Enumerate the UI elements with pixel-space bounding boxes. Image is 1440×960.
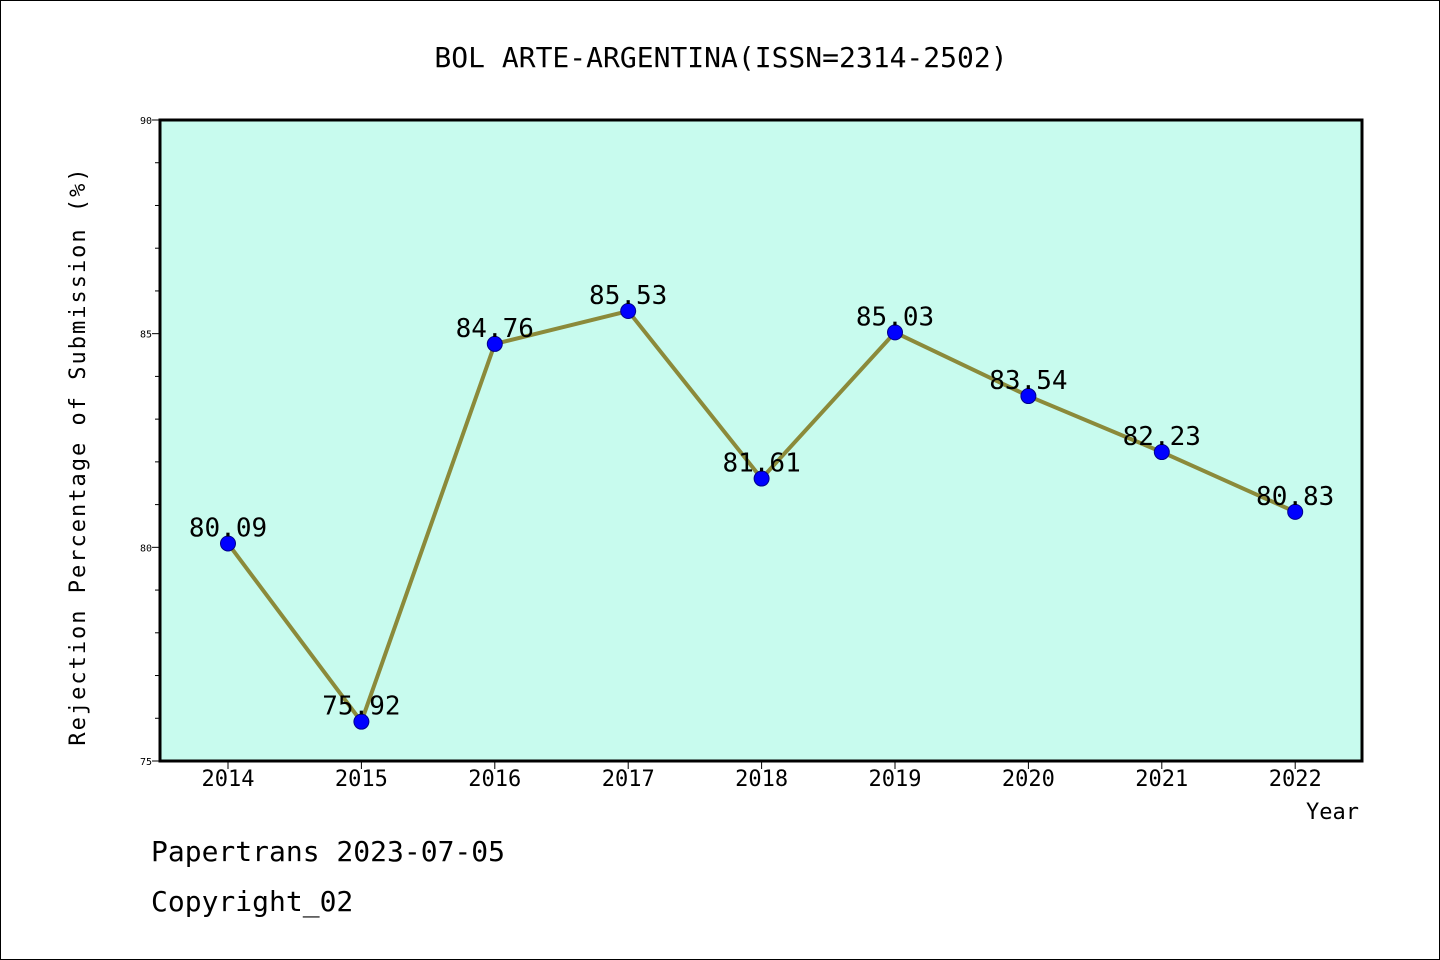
x-axis: 2014 2015 2016 2017 2018 2019 2020 2021 2022 (202, 761, 1322, 792)
chart-title: BOL ARTE-ARGENTINA(ISSN=2314-2502) (434, 41, 1007, 74)
y-tick-label: 80 (140, 543, 152, 554)
x-tick-label: 2020 (1002, 767, 1055, 792)
footer-date: Papertrans 2023-07-05 (151, 835, 506, 868)
data-label: 81.61 (722, 449, 800, 479)
x-tick-label: 2019 (869, 767, 922, 792)
y-axis: 75 80 85 90 (140, 116, 160, 768)
y-tick-label: 90 (140, 116, 152, 127)
data-label: 85.03 (856, 302, 934, 332)
data-point (620, 303, 637, 320)
plot-area (158, 118, 1364, 763)
data-labels: 80.09 75.92 84.76 85.53 81.61 85.03 83.54 82.23… (189, 281, 1334, 722)
data-point (1020, 388, 1037, 405)
y-tick-label: 85 (140, 330, 152, 341)
data-point (353, 713, 370, 730)
series-layer (220, 303, 1304, 730)
data-label: 80.83 (1256, 482, 1334, 512)
data-point (887, 324, 903, 341)
y-axis-label: Rejection Percentage of Submission (%) (66, 166, 91, 745)
x-tick-label: 2015 (335, 767, 388, 792)
data-label: 82.23 (1123, 422, 1201, 452)
data-point (1287, 503, 1304, 520)
x-tick-label: 2016 (468, 767, 521, 792)
data-label: 84.76 (456, 314, 534, 344)
data-point (220, 535, 236, 552)
data-point (753, 470, 770, 487)
y-tick-label: 75 (140, 757, 152, 768)
data-label: 83.54 (989, 366, 1067, 396)
data-label: 75.92 (322, 692, 400, 722)
data-point (1153, 444, 1170, 461)
x-tick-label: 2022 (1269, 767, 1322, 792)
x-tick-label: 2021 (1135, 767, 1188, 792)
data-point (486, 335, 503, 352)
x-tick-label: 2018 (735, 767, 788, 792)
footer-copyright: Copyright_02 (151, 885, 354, 918)
data-label: 85.53 (589, 281, 667, 311)
x-tick-label: 2017 (602, 767, 655, 792)
x-tick-label: 2014 (202, 767, 255, 792)
x-axis-label: Year (1306, 800, 1359, 825)
data-label: 80.09 (189, 513, 267, 543)
